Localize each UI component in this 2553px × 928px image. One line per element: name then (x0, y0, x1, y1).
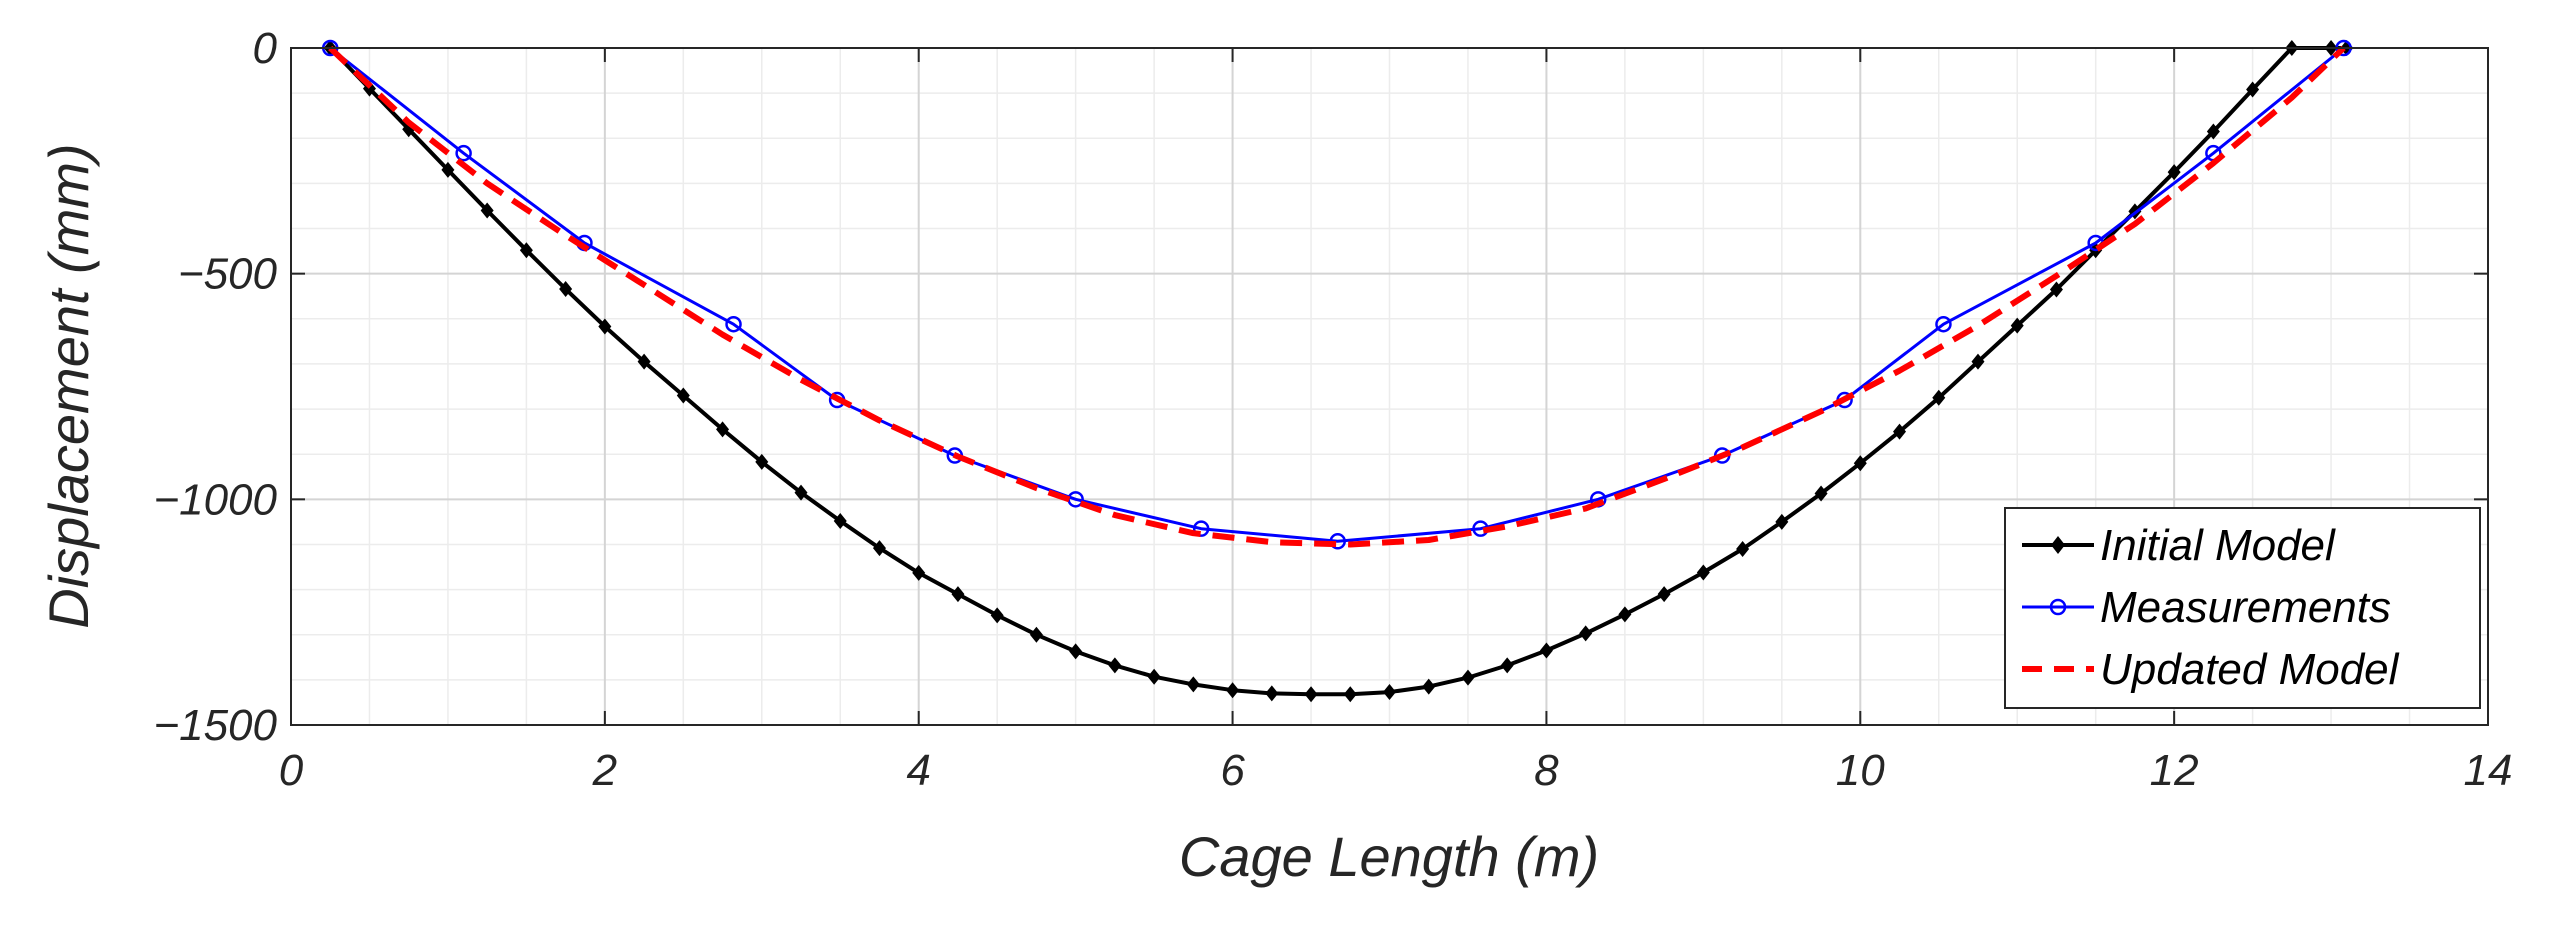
legend-label-updated-model: Updated Model (2100, 645, 2400, 694)
data-point-initial-model (1893, 423, 1907, 440)
x-tick-label: 6 (1220, 746, 1245, 795)
data-point-initial-model (2049, 281, 2063, 298)
x-tick-label: 0 (279, 746, 304, 795)
data-point-initial-model (1736, 540, 1750, 557)
data-point-initial-model (951, 586, 965, 603)
data-point-initial-model (1814, 485, 1828, 502)
data-point-initial-model (1069, 643, 1083, 660)
y-tick-label: −500 (178, 250, 278, 299)
data-point-initial-model (872, 540, 886, 557)
data-point-initial-model (676, 387, 690, 404)
legend-label-measurements: Measurements (2100, 583, 2391, 632)
y-axis-label: Displacement (mm) (37, 143, 100, 628)
data-point-initial-model (1539, 642, 1553, 659)
data-point-initial-model (598, 318, 612, 335)
y-tick-label: 0 (253, 24, 278, 73)
data-point-initial-model (1186, 676, 1200, 693)
data-point-measurements (725, 315, 742, 333)
data-point-initial-model (990, 607, 1004, 624)
data-point-initial-model (1108, 657, 1122, 674)
data-point-initial-model (794, 484, 808, 501)
data-point-initial-model (559, 281, 573, 298)
legend: Initial Model Measurements Updated Model (2004, 507, 2481, 709)
data-point-initial-model (1853, 455, 1867, 472)
data-point-initial-model (1618, 606, 1632, 623)
data-point-initial-model (2167, 164, 2181, 181)
data-point-initial-model (1029, 626, 1043, 643)
series-layer (321, 39, 2354, 703)
data-point-initial-model (2206, 123, 2220, 140)
data-point-measurements (455, 144, 472, 162)
data-point-measurements (1935, 315, 1952, 333)
data-point-initial-model (402, 121, 416, 138)
data-point-initial-model (2246, 81, 2260, 98)
data-point-measurements (1192, 520, 1210, 537)
x-tick-label: 12 (2150, 746, 2199, 795)
legend-marker-circle (2049, 598, 2067, 616)
data-point-initial-model (1461, 669, 1475, 686)
data-point-initial-model (2010, 317, 2024, 334)
data-point-initial-model (1971, 353, 1985, 370)
data-point-initial-model (716, 421, 730, 438)
data-point-initial-model (1383, 684, 1396, 701)
data-point-initial-model (1932, 389, 1946, 406)
series-line-updated-model (328, 45, 2346, 548)
y-tick-label: −1000 (153, 475, 277, 524)
x-tick-label: 8 (1534, 746, 1559, 795)
data-point-initial-model (1265, 685, 1279, 702)
data-point-initial-model (912, 564, 926, 581)
data-point-initial-model (1579, 625, 1593, 642)
x-tick-label: 4 (906, 746, 930, 795)
data-point-initial-model (1422, 678, 1436, 695)
data-point-initial-model (480, 202, 494, 219)
x-tick-label: 10 (1836, 746, 1885, 795)
data-point-initial-model (1696, 564, 1710, 581)
data-point-initial-model (755, 453, 769, 470)
data-point-initial-model (1500, 657, 1514, 674)
data-point-initial-model (1304, 686, 1318, 703)
axis-ticks: 0 2 4 6 8 10 12 14 0 −500 −1000 −1500 (153, 24, 2512, 795)
legend-marker-diamond (2051, 536, 2065, 554)
data-point-initial-model (1657, 586, 1671, 603)
data-point-initial-model (637, 353, 651, 370)
y-tick-label: −1500 (153, 701, 277, 750)
series-line-measurements (329, 46, 2345, 543)
data-point-initial-model (833, 512, 847, 529)
x-tick-label: 2 (592, 746, 617, 795)
x-tick-label: 14 (2464, 746, 2513, 795)
data-point-initial-model (441, 161, 455, 178)
plot-frame (290, 47, 2489, 726)
data-point-initial-model (1147, 668, 1161, 685)
data-point-initial-model (1775, 513, 1789, 530)
data-point-initial-model (1226, 682, 1240, 699)
legend-label-initial-model: Initial Model (2100, 521, 2336, 570)
data-point-initial-model (519, 242, 533, 259)
x-axis-label: Cage Length (m) (1179, 825, 1599, 888)
data-point-initial-model (1343, 686, 1357, 703)
